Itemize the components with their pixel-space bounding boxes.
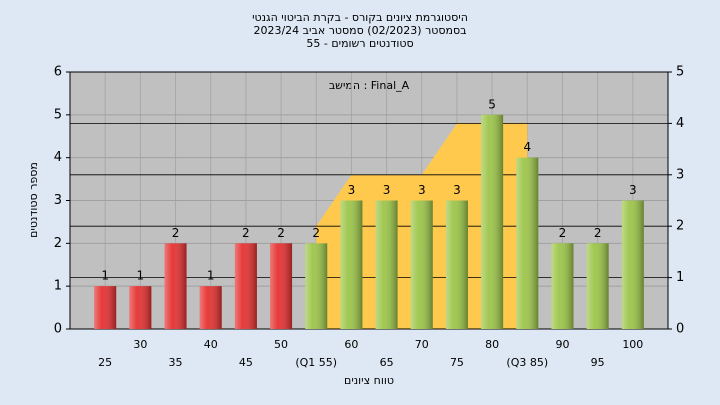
y-tick-label: 3 xyxy=(54,193,62,208)
bar-shade xyxy=(94,286,117,329)
x-tick-label: 50 xyxy=(274,338,288,351)
y-tick-label: 0 xyxy=(54,322,62,337)
bar-shade xyxy=(516,157,539,329)
bar-shade xyxy=(375,200,398,329)
bar-shade xyxy=(164,243,187,329)
title-line: סטודנטים רשומים - 55 xyxy=(306,37,413,50)
value-label: 1 xyxy=(137,269,145,283)
y-tick-label: 1 xyxy=(54,279,62,294)
bar-shade xyxy=(305,243,328,329)
bar-shade xyxy=(586,243,609,329)
bar-shade xyxy=(551,243,574,329)
x-tick-label: 30 xyxy=(133,338,147,351)
value-label: 2 xyxy=(277,226,285,240)
y2-tick-label: 4 xyxy=(676,116,684,131)
x-tick-label: (Q1 55) xyxy=(295,356,337,369)
title-line: בסמסטר (02/2023) סמסטר אביב 2023/24 xyxy=(253,24,466,37)
bar-shade xyxy=(410,200,433,329)
plot-border xyxy=(69,71,669,330)
title-line: היסטוגרמת ציונים בקורס - בקרת הביטוי הגנ… xyxy=(252,11,468,24)
x-tick-label: 60 xyxy=(344,338,358,351)
value-label: 3 xyxy=(383,183,391,197)
value-label: 4 xyxy=(523,140,531,154)
x-tick-label: 35 xyxy=(169,356,183,369)
y2-tick-label: 3 xyxy=(676,167,684,182)
y2-tick-label: 1 xyxy=(676,270,684,285)
value-label: 3 xyxy=(348,183,356,197)
y-tick-label: 5 xyxy=(54,107,62,122)
bar-shade xyxy=(129,286,152,329)
x-tick-label: 95 xyxy=(591,356,605,369)
bar-shade xyxy=(199,286,222,329)
x-tick-label: 45 xyxy=(239,356,253,369)
y-axis-label: מספר סטודנטים xyxy=(27,162,40,238)
value-label: 2 xyxy=(312,226,320,240)
bar-shade xyxy=(270,243,293,329)
x-tick-label: 40 xyxy=(204,338,218,351)
x-axis-label: טווח ציונים xyxy=(344,374,394,387)
y2-tick-label: 0 xyxy=(676,322,684,337)
x-tick-label: 90 xyxy=(555,338,569,351)
value-label: 3 xyxy=(453,183,461,197)
bar-shade xyxy=(621,200,644,329)
value-label: 1 xyxy=(101,269,109,283)
x-tick-label: 80 xyxy=(485,338,499,351)
value-label: 2 xyxy=(172,226,180,240)
x-tick-label: 25 xyxy=(98,356,112,369)
x-tick-label: 65 xyxy=(380,356,394,369)
value-label: 2 xyxy=(594,226,602,240)
value-label: 5 xyxy=(488,97,496,111)
y-tick-label: 6 xyxy=(54,65,62,80)
value-label: 1 xyxy=(207,269,215,283)
annotation: בשימה : Final_A xyxy=(329,79,410,92)
bar-shade xyxy=(234,243,257,329)
y-tick-label: 2 xyxy=(54,236,62,251)
x-tick-label: 100 xyxy=(622,338,643,351)
bar-shade xyxy=(445,200,468,329)
x-tick-label: (Q3 85) xyxy=(506,356,548,369)
x-tick-label: 70 xyxy=(415,338,429,351)
value-label: 3 xyxy=(629,183,637,197)
value-label: 3 xyxy=(418,183,426,197)
value-label: 2 xyxy=(242,226,250,240)
y-tick-label: 4 xyxy=(54,150,62,165)
y2-tick-label: 2 xyxy=(676,219,684,234)
bar-shade xyxy=(340,200,363,329)
y2-tick-label: 5 xyxy=(676,65,684,80)
value-label: 2 xyxy=(559,226,567,240)
x-tick-label: 75 xyxy=(450,356,464,369)
bar-shade xyxy=(481,114,504,329)
